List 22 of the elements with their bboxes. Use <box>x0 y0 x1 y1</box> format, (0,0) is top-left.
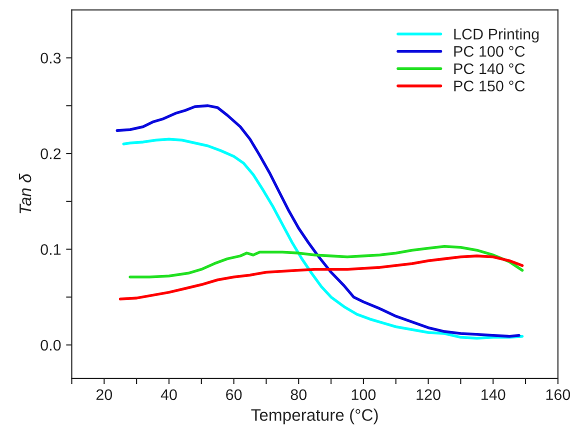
line-series <box>122 138 524 340</box>
x-tick-label: 120 <box>416 389 440 400</box>
line-series <box>128 244 524 278</box>
x-tick-label: 160 <box>546 389 570 400</box>
y-tick-label: 0.0 <box>40 340 61 351</box>
x-tick-label: 60 <box>226 389 242 400</box>
y-tick-label: 0.1 <box>40 244 61 255</box>
x-tick-label: 80 <box>290 389 307 400</box>
x-tick-label: 20 <box>96 389 112 400</box>
legend-label: PC 100 °C <box>454 46 525 57</box>
x-tick-label: 140 <box>482 389 506 400</box>
legend-label: PC 150 °C <box>454 80 525 92</box>
legend-label: PC 140 °C <box>454 63 525 74</box>
x-tick-label: 40 <box>160 389 177 400</box>
y-axis-title: Tan δ <box>19 174 32 214</box>
line-series <box>118 254 524 300</box>
x-tick-label: 100 <box>352 389 376 400</box>
x-axis-title: Temperature (°C) <box>251 408 378 424</box>
legend-label: LCD Printing <box>454 28 539 43</box>
y-tick-label: 0.2 <box>40 148 61 160</box>
line-series <box>116 104 520 338</box>
y-tick-label: 0.3 <box>40 52 61 64</box>
